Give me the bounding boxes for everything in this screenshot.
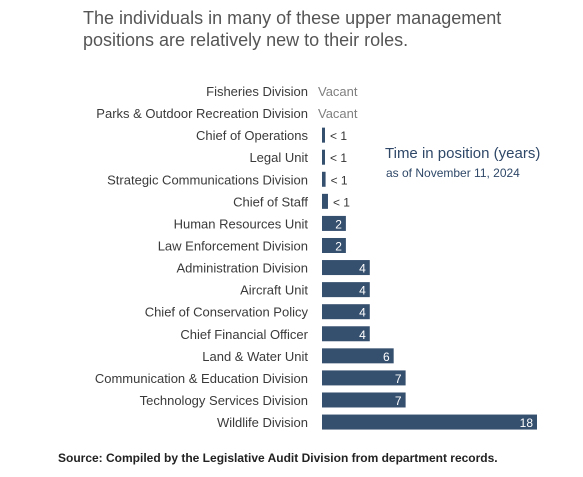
bar-wildlife-division <box>322 414 537 430</box>
value-label-aircraft-unit: 4 <box>359 284 366 298</box>
bar-aircraft-unit <box>322 282 370 298</box>
bar-communication-and-education-division <box>322 370 406 386</box>
bar-legal-unit <box>322 149 325 165</box>
value-label-administration-division: 4 <box>359 262 366 276</box>
bar-chief-of-staff <box>322 193 328 209</box>
category-label-legal-unit: Legal Unit <box>249 150 308 165</box>
chart-title: The individuals in many of these upper m… <box>83 8 502 50</box>
category-label-chief-of-operations: Chief of Operations <box>196 128 309 143</box>
category-label-fisheries-division: Fisheries Division <box>206 84 308 99</box>
legend-title: Time in position (years) <box>385 145 541 162</box>
value-label-legal-unit: < 1 <box>330 151 347 165</box>
value-label-law-enforcement-division: 2 <box>335 239 342 253</box>
bar-human-resources-unit <box>322 215 346 231</box>
value-label-technology-services-division: 7 <box>395 394 402 408</box>
bar-technology-services-division <box>322 392 406 408</box>
category-label-chief-of-staff: Chief of Staff <box>233 194 308 209</box>
value-label-communication-and-education-division: 7 <box>395 372 402 386</box>
category-label-administration-division: Administration Division <box>177 261 309 276</box>
value-label-land-and-water-unit: 6 <box>383 350 390 364</box>
category-label-communication-and-education-division: Communication & Education Division <box>95 371 308 386</box>
value-label-human-resources-unit: 2 <box>335 217 342 231</box>
category-label-aircraft-unit: Aircraft Unit <box>240 283 308 298</box>
bar-chief-of-operations <box>322 127 325 143</box>
value-label-chief-financial-officer: 4 <box>359 328 366 342</box>
bar-land-and-water-unit <box>322 348 394 364</box>
value-label-parks-and-outdoor-recreation-division: Vacant <box>318 106 358 121</box>
category-label-strategic-communications-division: Strategic Communications Division <box>107 172 308 187</box>
bar-administration-division <box>322 260 370 276</box>
bar-chief-of-conservation-policy <box>322 304 370 320</box>
category-label-technology-services-division: Technology Services Division <box>140 393 308 408</box>
category-label-land-and-water-unit: Land & Water Unit <box>202 349 308 364</box>
value-label-strategic-communications-division: < 1 <box>331 173 348 187</box>
category-label-law-enforcement-division: Law Enforcement Division <box>158 238 308 253</box>
value-label-wildlife-division: 18 <box>520 416 534 430</box>
source-note: Source: Compiled by the Legislative Audi… <box>58 451 498 465</box>
bar-chief-financial-officer <box>322 326 370 342</box>
category-label-chief-of-conservation-policy: Chief of Conservation Policy <box>145 305 309 320</box>
value-label-chief-of-conservation-policy: 4 <box>359 306 366 320</box>
category-label-parks-and-outdoor-recreation-division: Parks & Outdoor Recreation Division <box>96 106 308 121</box>
category-label-human-resources-unit: Human Resources Unit <box>174 216 309 231</box>
category-label-wildlife-division: Wildlife Division <box>217 415 308 430</box>
value-label-fisheries-division: Vacant <box>318 84 358 99</box>
category-label-chief-financial-officer: Chief Financial Officer <box>180 327 308 342</box>
value-label-chief-of-operations: < 1 <box>330 129 347 143</box>
value-label-chief-of-staff: < 1 <box>333 195 350 209</box>
bar-strategic-communications-division <box>322 171 326 187</box>
legend-subtitle: as of November 11, 2024 <box>386 166 520 180</box>
bar-law-enforcement-division <box>322 237 346 253</box>
